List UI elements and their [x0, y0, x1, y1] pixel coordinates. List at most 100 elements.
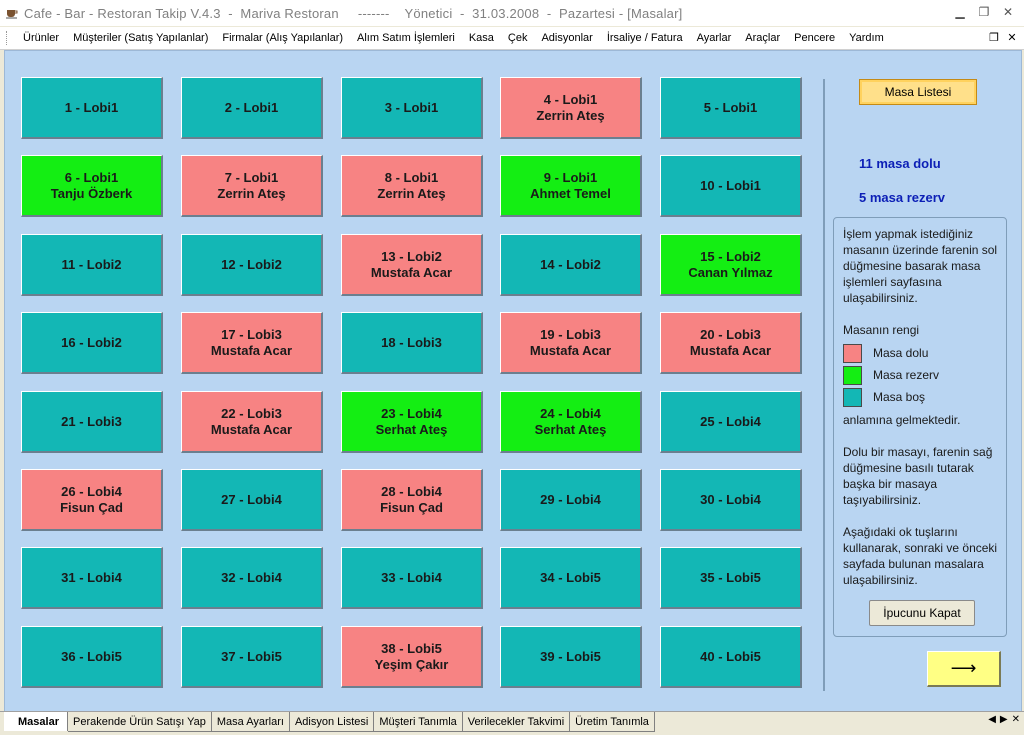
table-button[interactable]: 18 - Lobi3 [341, 312, 483, 374]
close-hint-button[interactable]: İpucunu Kapat [869, 600, 975, 626]
tab-perakende-satis[interactable]: Perakende Ürün Satışı Yap [67, 712, 212, 732]
table-button[interactable]: 29 - Lobi4 [500, 469, 642, 531]
menu-ayarlar[interactable]: Ayarlar [696, 32, 732, 44]
tab-musteri-tanimla[interactable]: Müşteri Tanımla [374, 712, 463, 732]
restore-icon[interactable]: ❐ [978, 5, 990, 19]
menu-alim-satim[interactable]: Alım Satım İşlemleri [357, 32, 455, 44]
table-label: 33 - Lobi4 [381, 569, 442, 585]
tab-adisyon-listesi[interactable]: Adisyon Listesi [289, 712, 375, 732]
table-label: 2 - Lobi1 [224, 99, 279, 115]
mdi-close-icon[interactable]: ✕ [1007, 31, 1017, 44]
table-label: 22 - Lobi3 [221, 405, 282, 421]
tab-masa-ayarlari[interactable]: Masa Ayarları [211, 712, 290, 732]
table-button[interactable]: 16 - Lobi2 [21, 312, 163, 374]
menu-urunler[interactable]: Ürünler [23, 32, 60, 44]
table-customer: Mustafa Acar [210, 342, 293, 358]
table-button[interactable]: 22 - Lobi3 Mustafa Acar [181, 391, 323, 453]
table-button[interactable]: 5 - Lobi1 [660, 77, 802, 139]
tab-masalar[interactable]: Masalar [4, 712, 68, 731]
table-label: 9 - Lobi1 [543, 169, 598, 185]
table-label: 30 - Lobi4 [700, 491, 761, 507]
minimize-icon[interactable]: ▁ [955, 5, 965, 19]
table-button[interactable]: 28 - Lobi4 Fisun Çad [341, 469, 483, 531]
tab-close-icon[interactable]: ✕ [1011, 714, 1020, 725]
tab-uretim-tanimla[interactable]: Üretim Tanımla [570, 712, 655, 732]
menu-firmalar[interactable]: Firmalar (Alış Yapılanlar) [222, 32, 344, 44]
toolbar-grip[interactable] [6, 31, 10, 45]
full-count-label: 11 masa dolu [859, 156, 941, 171]
table-button[interactable]: 19 - Lobi3 Mustafa Acar [500, 312, 642, 374]
table-button[interactable]: 36 - Lobi5 [21, 626, 163, 688]
coffee-cup-icon [4, 5, 20, 21]
table-label: 39 - Lobi5 [540, 648, 601, 664]
tab-verilecekler-takvimi[interactable]: Verilecekler Takvimi [462, 712, 571, 732]
table-label: 12 - Lobi2 [221, 256, 282, 272]
table-button[interactable]: 20 - Lobi3 Mustafa Acar [660, 312, 802, 374]
menu-yardim[interactable]: Yardım [849, 32, 884, 44]
table-button[interactable]: 27 - Lobi4 [181, 469, 323, 531]
table-button[interactable]: 23 - Lobi4 Serhat Ateş [341, 391, 483, 453]
table-button[interactable]: 13 - Lobi2 Mustafa Acar [341, 234, 483, 296]
mdi-restore-icon[interactable]: ❐ [989, 31, 999, 44]
table-button[interactable]: 25 - Lobi4 [660, 391, 802, 453]
table-label: 17 - Lobi3 [221, 326, 282, 342]
table-button[interactable]: 12 - Lobi2 [181, 234, 323, 296]
menu-adisyonlar[interactable]: Adisyonlar [541, 32, 593, 44]
table-button[interactable]: 11 - Lobi2 [21, 234, 163, 296]
menu-musteriler[interactable]: Müşteriler (Satış Yapılanlar) [73, 32, 209, 44]
menu-araclar[interactable]: Araçlar [745, 32, 781, 44]
swatch-reserved [843, 365, 862, 385]
table-label: 23 - Lobi4 [381, 405, 442, 421]
table-button[interactable]: 8 - Lobi1 Zerrin Ateş [341, 155, 483, 217]
table-button[interactable]: 15 - Lobi2 Canan Yılmaz [660, 234, 802, 296]
table-button[interactable]: 21 - Lobi3 [21, 391, 163, 453]
table-customer: Mustafa Acar [370, 264, 453, 280]
menu-pencere[interactable]: Pencere [794, 32, 836, 44]
table-button[interactable]: 10 - Lobi1 [660, 155, 802, 217]
table-button[interactable]: 9 - Lobi1 Ahmet Temel [500, 155, 642, 217]
menu-cek[interactable]: Çek [507, 32, 528, 44]
table-customer: Zerrin Ateş [377, 185, 446, 201]
table-button[interactable]: 6 - Lobi1 Tanju Özberk [21, 155, 163, 217]
legend-full: Masa dolu [843, 342, 998, 364]
table-button[interactable]: 2 - Lobi1 [181, 77, 323, 139]
table-list-button[interactable]: Masa Listesi [859, 79, 977, 105]
tab-next-icon[interactable]: ▶ [999, 714, 1008, 725]
table-button[interactable]: 17 - Lobi3 Mustafa Acar [181, 312, 323, 374]
table-button[interactable]: 37 - Lobi5 [181, 626, 323, 688]
table-button[interactable]: 40 - Lobi5 [660, 626, 802, 688]
table-label: 4 - Lobi1 [543, 91, 598, 107]
table-customer: Fisun Çad [380, 499, 443, 515]
table-button[interactable]: 14 - Lobi2 [500, 234, 642, 296]
table-button[interactable]: 31 - Lobi4 [21, 547, 163, 609]
menu-irsaliye-fatura[interactable]: İrsaliye / Fatura [606, 32, 683, 44]
table-button[interactable]: 30 - Lobi4 [660, 469, 802, 531]
close-icon[interactable]: ✕ [1002, 5, 1014, 19]
table-label: 10 - Lobi1 [700, 177, 761, 193]
table-button[interactable]: 26 - Lobi4 Fisun Çad [21, 469, 163, 531]
table-button[interactable]: 35 - Lobi5 [660, 547, 802, 609]
legend-free-label: Masa boş [873, 390, 926, 404]
swatch-free [843, 387, 862, 407]
table-label: 6 - Lobi1 [64, 169, 119, 185]
legend-free: Masa boş [843, 386, 998, 408]
tip-box: İşlem yapmak istediğiniz masanın üzerind… [833, 217, 1007, 637]
vertical-divider [823, 79, 825, 691]
tip-text-2: Dolu bir masayı, farenin sağ düğmesine b… [843, 445, 993, 507]
table-button[interactable]: 38 - Lobi5 Yeşim Çakır [341, 626, 483, 688]
table-label: 38 - Lobi5 [381, 640, 442, 656]
table-button[interactable]: 24 - Lobi4 Serhat Ateş [500, 391, 642, 453]
table-button[interactable]: 39 - Lobi5 [500, 626, 642, 688]
tab-prev-icon[interactable]: ◀ [988, 714, 996, 725]
legend-suffix: anlamına gelmektedir. [843, 413, 961, 427]
table-button[interactable]: 1 - Lobi1 [21, 77, 163, 139]
table-button[interactable]: 3 - Lobi1 [341, 77, 483, 139]
table-button[interactable]: 34 - Lobi5 [500, 547, 642, 609]
table-button[interactable]: 33 - Lobi4 [341, 547, 483, 609]
menu-kasa[interactable]: Kasa [468, 32, 494, 44]
next-page-button[interactable]: ⟶ [927, 651, 1001, 687]
table-button[interactable]: 32 - Lobi4 [181, 547, 323, 609]
table-button[interactable]: 7 - Lobi1 Zerrin Ateş [181, 155, 323, 217]
table-button[interactable]: 4 - Lobi1 Zerrin Ateş [500, 77, 642, 139]
table-label: 8 - Lobi1 [384, 169, 439, 185]
